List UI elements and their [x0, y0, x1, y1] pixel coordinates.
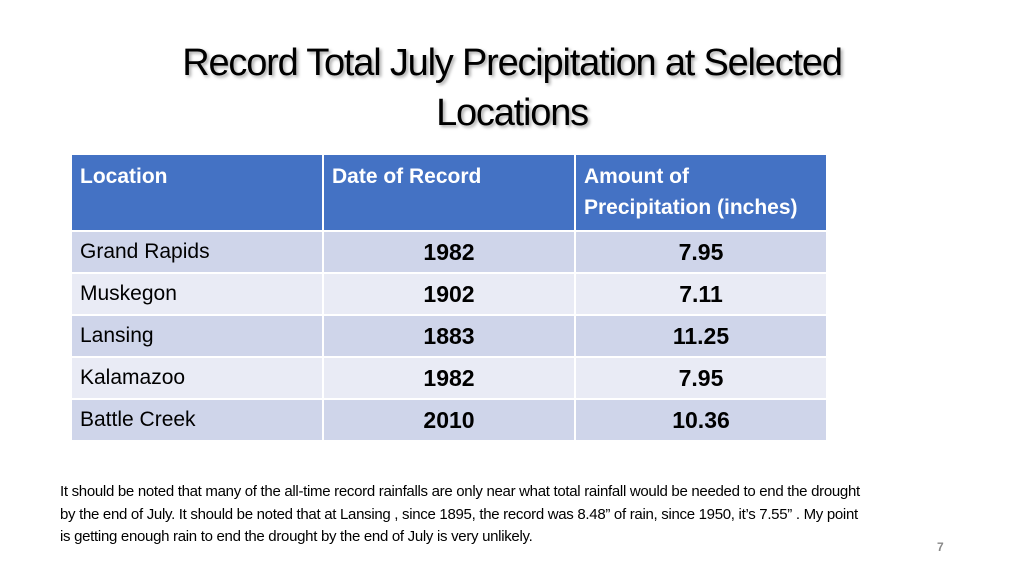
cell-amount: 11.25: [574, 314, 828, 358]
cell-amount: 10.36: [574, 398, 828, 442]
table-row: Muskegon 1902 7.11: [70, 272, 828, 316]
header-date: Date of Record: [322, 153, 576, 232]
slide-title: Record Total July Precipitation at Selec…: [60, 38, 964, 138]
table-row: Grand Rapids 1982 7.95: [70, 230, 828, 274]
cell-amount: 7.11: [574, 272, 828, 316]
header-amount: Amount of Precipitation (inches): [574, 153, 828, 232]
note-text: It should be noted that many of the all-…: [60, 483, 860, 545]
cell-date: 1883: [322, 314, 576, 358]
header-location: Location: [70, 153, 324, 232]
cell-date: 1902: [322, 272, 576, 316]
title-line-1: Record Total July Precipitation at Selec…: [182, 42, 843, 84]
cell-date: 1982: [322, 356, 576, 400]
table-row: Lansing 1883 11.25: [70, 314, 828, 358]
table-row: Kalamazoo 1982 7.95: [70, 356, 828, 400]
cell-amount: 7.95: [574, 230, 828, 274]
cell-location: Muskegon: [70, 272, 324, 316]
cell-location: Grand Rapids: [70, 230, 324, 274]
cell-date: 2010: [322, 398, 576, 442]
title-line-2: Locations: [436, 92, 589, 134]
cell-amount: 7.95: [574, 356, 828, 400]
cell-location: Lansing: [70, 314, 324, 358]
page-number: 7: [937, 540, 944, 554]
cell-location: Kalamazoo: [70, 356, 324, 400]
table-header-row: Location Date of Record Amount of Precip…: [70, 153, 828, 232]
cell-location: Battle Creek: [70, 398, 324, 442]
cell-date: 1982: [322, 230, 576, 274]
precipitation-table: Location Date of Record Amount of Precip…: [70, 153, 828, 442]
table-row: Battle Creek 2010 10.36: [70, 398, 828, 442]
